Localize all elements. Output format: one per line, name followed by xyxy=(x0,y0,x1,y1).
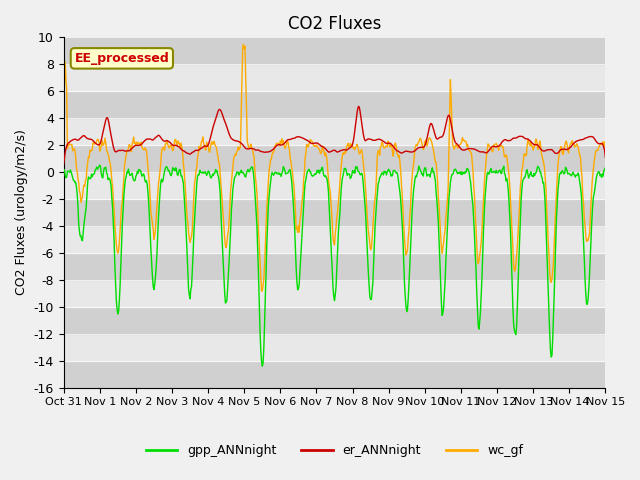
Bar xyxy=(63,334,605,361)
Bar xyxy=(63,199,605,226)
Bar xyxy=(63,307,605,334)
Bar xyxy=(63,172,605,199)
Legend: gpp_ANNnight, er_ANNnight, wc_gf: gpp_ANNnight, er_ANNnight, wc_gf xyxy=(141,440,529,463)
Bar xyxy=(63,361,605,388)
Bar xyxy=(63,145,605,172)
Text: EE_processed: EE_processed xyxy=(74,52,169,65)
Bar xyxy=(63,118,605,145)
Bar xyxy=(63,226,605,253)
Y-axis label: CO2 Fluxes (urology/m2/s): CO2 Fluxes (urology/m2/s) xyxy=(15,130,28,296)
Bar xyxy=(63,253,605,280)
Bar xyxy=(63,64,605,91)
Bar xyxy=(63,91,605,118)
Bar xyxy=(63,280,605,307)
Bar xyxy=(63,37,605,64)
Title: CO2 Fluxes: CO2 Fluxes xyxy=(288,15,381,33)
